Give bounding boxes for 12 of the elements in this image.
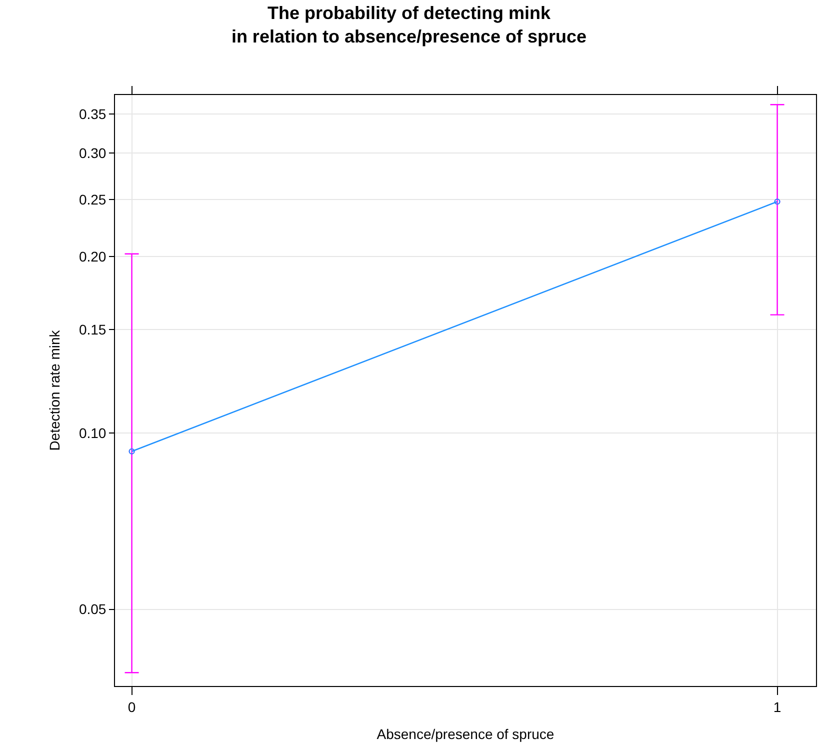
chart-title: The probability of detecting mink in relation to absence/presence of spruce — [231, 2, 587, 46]
y-tick-label: 0.05 — [78, 601, 106, 618]
x-axis-title: Absence/presence of spruce — [376, 726, 554, 742]
y-tick-label: 0.20 — [78, 248, 106, 264]
y-tick-label: 0.35 — [78, 106, 106, 122]
x-tick-label: 1 — [773, 698, 782, 715]
y-tick-label: 0.25 — [78, 191, 106, 208]
y-axis-title: Detection rate mink — [46, 329, 63, 451]
y-tick-label: 0.10 — [78, 424, 106, 441]
y-tick-label: 0.15 — [78, 322, 106, 338]
y-tick-label: 0.30 — [78, 145, 106, 162]
x-tick-label: 0 — [128, 698, 136, 715]
